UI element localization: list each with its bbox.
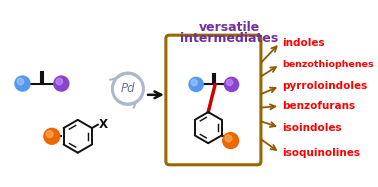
- Text: versatile: versatile: [198, 21, 260, 34]
- Text: X: X: [99, 118, 108, 131]
- Text: intermediates: intermediates: [180, 32, 278, 45]
- Circle shape: [53, 75, 70, 92]
- Text: isoindoles: isoindoles: [282, 123, 342, 133]
- Circle shape: [224, 77, 239, 92]
- Circle shape: [43, 128, 60, 145]
- Text: isoquinolines: isoquinolines: [282, 148, 361, 158]
- Circle shape: [188, 77, 204, 92]
- Circle shape: [191, 79, 197, 86]
- Circle shape: [56, 78, 63, 85]
- Text: Pd: Pd: [121, 82, 135, 95]
- Circle shape: [17, 78, 24, 85]
- Circle shape: [222, 132, 239, 149]
- Circle shape: [46, 131, 53, 138]
- Text: indoles: indoles: [282, 38, 325, 48]
- Text: pyrroloindoles: pyrroloindoles: [282, 81, 368, 91]
- Text: benzofurans: benzofurans: [282, 101, 356, 111]
- Text: benzothiophenes: benzothiophenes: [282, 60, 374, 69]
- Circle shape: [14, 75, 31, 92]
- Circle shape: [225, 135, 232, 142]
- Circle shape: [226, 79, 233, 86]
